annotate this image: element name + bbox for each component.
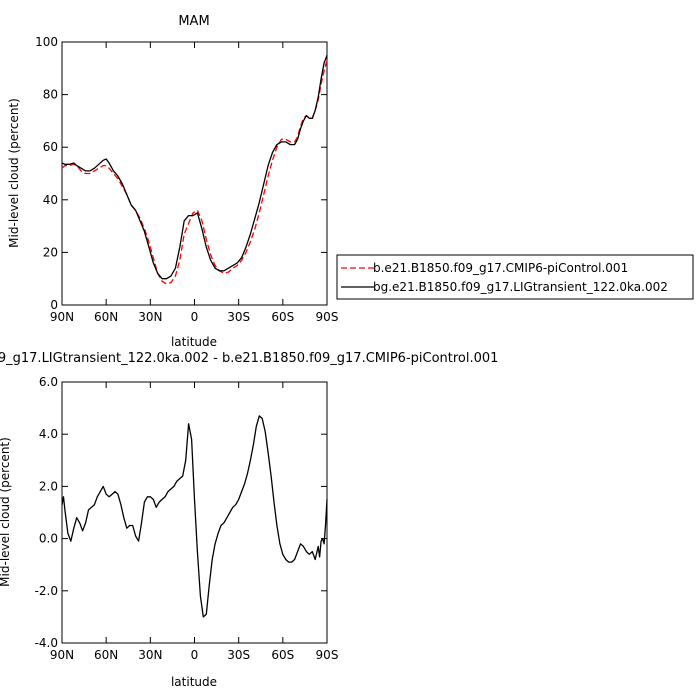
series-line-1 xyxy=(61,54,328,280)
mam-line-chart: MAM 0 20 40 60 80 100 90N 60N 30N 0 30S 60S 90S lat… xyxy=(7,14,338,349)
y-axis-label: Mid-level cloud (percent) xyxy=(0,437,12,587)
y-tick-label: 20 xyxy=(43,245,58,259)
x-tick-label: 90S xyxy=(316,648,339,662)
y-tick-label: 80 xyxy=(43,88,58,102)
x-tick-label: 60N xyxy=(94,648,118,662)
y-tick-label: -4.0 xyxy=(35,636,58,650)
y-axis-ticks: -4.0 -2.0 0.0 2.0 4.0 6.0 xyxy=(35,375,327,650)
x-tick-label: 0 xyxy=(191,648,199,662)
y-tick-label: 0.0 xyxy=(39,532,58,546)
y-tick-label: 6.0 xyxy=(39,375,58,389)
series-lines xyxy=(61,54,328,285)
x-tick-label: 60S xyxy=(271,310,294,324)
legend-label-picontrol: b.e21.B1850.f09_g17.CMIP6-piControl.001 xyxy=(373,261,628,275)
series-line-0 xyxy=(61,415,328,618)
y-tick-label: -2.0 xyxy=(35,584,58,598)
y-tick-label: 0 xyxy=(50,298,58,312)
x-tick-label: 30S xyxy=(227,648,250,662)
legend-box xyxy=(336,254,694,300)
x-tick-label: 90N xyxy=(50,648,74,662)
x-tick-label: 30N xyxy=(138,648,162,662)
difference-line-chart: bg.e21.B1850.f09_g17.LIGtransient_122.0k… xyxy=(0,351,498,689)
series-lines xyxy=(61,415,328,618)
x-axis-label: latitude xyxy=(171,335,217,349)
y-axis-ticks: 0 20 40 60 80 100 xyxy=(35,35,327,312)
x-tick-label: 60N xyxy=(94,310,118,324)
y-axis-label: Mid-level cloud (percent) xyxy=(7,98,21,248)
y-tick-label: 4.0 xyxy=(39,427,58,441)
x-tick-label: 30S xyxy=(227,310,250,324)
chart-title: MAM xyxy=(178,14,209,29)
x-tick-label: 90S xyxy=(316,310,339,324)
x-axis-label: latitude xyxy=(171,675,217,689)
y-tick-label: 2.0 xyxy=(39,479,58,493)
x-tick-label: 90N xyxy=(50,310,74,324)
legend-label-ligtransient: bg.e21.B1850.f09_g17.LIGtransient_122.0k… xyxy=(373,280,668,294)
legend: b.e21.B1850.f09_g17.CMIP6-piControl.001 … xyxy=(336,254,694,300)
y-tick-label: 60 xyxy=(43,140,58,154)
y-tick-label: 100 xyxy=(35,35,58,49)
x-tick-label: 60S xyxy=(271,648,294,662)
x-tick-label: 0 xyxy=(191,310,199,324)
x-axis-ticks: 90N 60N 30N 0 30S 60S 90S xyxy=(50,382,339,662)
series-line-0 xyxy=(61,60,328,285)
difference-chart-title: bg.e21.B1850.f09_g17.LIGtransient_122.0k… xyxy=(0,351,498,366)
plot-frame xyxy=(61,41,328,306)
plot-frame xyxy=(61,381,328,644)
x-axis-ticks: 90N 60N 30N 0 30S 60S 90S xyxy=(50,42,339,324)
x-tick-label: 30N xyxy=(138,310,162,324)
y-tick-label: 40 xyxy=(43,193,58,207)
